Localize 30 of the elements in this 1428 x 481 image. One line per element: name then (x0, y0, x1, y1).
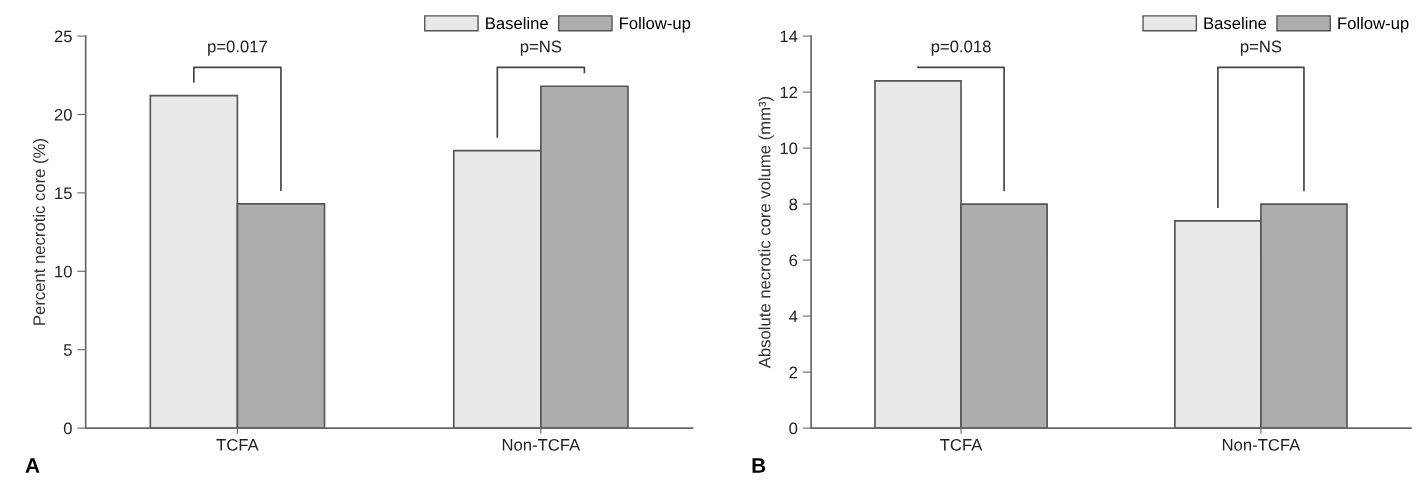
legend-label: Baseline (486, 16, 548, 30)
y-tick-label: 0 (789, 422, 798, 435)
y-axis-title: Absolute necrotic core volume (mm³) (758, 96, 774, 369)
y-tick-label: 0 (63, 422, 72, 435)
y-tick-label: 4 (789, 310, 798, 323)
y-tick-label: 8 (789, 198, 798, 211)
legend-label: Baseline (1204, 16, 1267, 30)
y-tick-label: 14 (780, 30, 798, 43)
annotation: p=0.017 (208, 40, 267, 56)
annotation: p=NS (1240, 40, 1282, 56)
annotation: p=NS (520, 40, 562, 56)
y-tick-label: 6 (789, 254, 798, 267)
legend-label: Follow-up (620, 16, 691, 33)
x-tick-label: Non-TCFA (1222, 438, 1301, 451)
y-tick-label: 20 (54, 108, 72, 121)
text: B (752, 458, 766, 473)
x-tick-label: TCFA (216, 438, 259, 451)
y-tick-label: 12 (780, 86, 798, 99)
y-tick-label: 25 (54, 30, 72, 43)
y-tick-label: 15 (55, 187, 72, 200)
legend-label: Follow-up (1338, 16, 1409, 33)
x-tick-label: Non-TCFA (502, 438, 581, 451)
y-tick-label: 5 (63, 344, 72, 356)
y-axis-title: Percent necrotic core (%) (32, 139, 49, 325)
x-tick-label: TCFA (940, 438, 983, 451)
y-tick-label: 10 (55, 265, 72, 278)
text: A (25, 458, 40, 473)
y-tick-label: 10 (780, 142, 798, 155)
annotation: p=0.018 (931, 40, 991, 56)
y-tick-label: 2 (789, 366, 798, 379)
